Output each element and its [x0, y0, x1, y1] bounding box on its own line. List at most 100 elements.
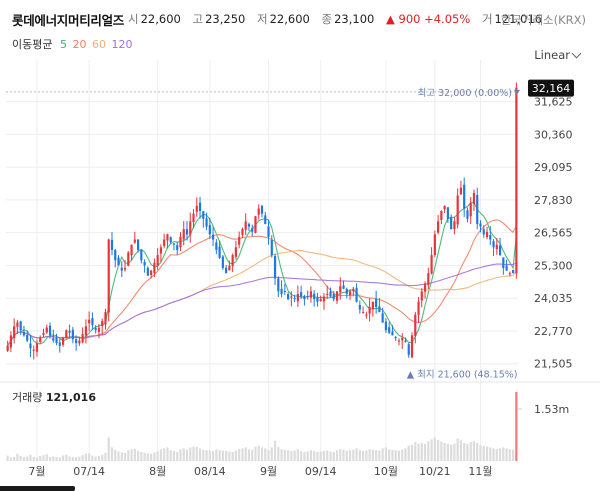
ma-legend-title: 이동평균	[12, 38, 53, 51]
candle-body	[29, 343, 32, 349]
candle-body	[394, 337, 397, 339]
candle-body	[198, 202, 202, 212]
open-value: 22,600	[140, 12, 181, 26]
high-value: 23,250	[205, 12, 246, 26]
close-label: 종	[321, 12, 333, 26]
candle-body	[508, 273, 511, 275]
candle-body	[319, 299, 322, 301]
volume-bar	[384, 447, 388, 461]
candle-body	[316, 297, 319, 302]
volume-bar	[267, 450, 270, 461]
volume-bar	[78, 456, 81, 461]
candle-body	[286, 294, 290, 300]
candle-body	[283, 291, 286, 293]
candle-body	[365, 314, 368, 316]
y-tick-label: 21,505	[534, 358, 573, 371]
volume-bar	[339, 449, 342, 461]
volume-bar	[234, 450, 238, 461]
volume-bar	[150, 453, 153, 461]
low-label: 저	[257, 12, 268, 26]
volume-bar	[241, 448, 244, 461]
candle-body	[345, 288, 348, 294]
candle-body	[456, 195, 459, 225]
candle-body	[463, 184, 466, 209]
candle-body	[172, 243, 176, 245]
scale-dropdown[interactable]: Linear	[534, 48, 582, 62]
quote-header: 롯데에너지머티리얼즈 시 22,600 고 23,250 저 22,600 종 23,1…	[0, 0, 600, 30]
volume-bar	[329, 451, 332, 461]
candle-body	[433, 234, 436, 256]
volume-bar	[238, 449, 241, 461]
volume-bar	[355, 448, 358, 461]
candle-body	[277, 278, 280, 292]
volume-bar	[450, 444, 453, 461]
volume-bar	[391, 449, 394, 461]
candle-body	[143, 262, 146, 266]
candle-body	[140, 249, 143, 261]
low-value: 22,600	[269, 12, 310, 26]
volume-bar	[433, 437, 436, 461]
volume-bar	[257, 445, 260, 461]
candle-body	[515, 87, 518, 274]
candle-body	[123, 268, 127, 270]
candle-body	[45, 327, 48, 333]
stock-name: 롯데에너지머티리얼즈	[12, 13, 125, 28]
candle-body	[368, 306, 371, 314]
candle-body	[326, 293, 329, 295]
candle-body	[264, 215, 267, 224]
candle-body	[52, 338, 55, 341]
volume-bar	[42, 455, 45, 461]
volume-bar	[319, 451, 322, 461]
candle-body	[110, 239, 114, 250]
ohlc-summary: 시 22,600 고 23,250 저 22,600 종 23,100 ▲ 900 +4…	[128, 11, 550, 27]
volume-bar	[420, 442, 423, 461]
volume-legend-value: 121,016	[45, 391, 96, 404]
volume-bar	[225, 451, 228, 461]
volume-bar	[221, 450, 224, 461]
candle-body	[68, 330, 71, 333]
candle-body	[495, 244, 498, 249]
ma-20-label: 20	[72, 38, 87, 51]
timeline-scrollbar[interactable]	[0, 486, 75, 491]
volume-bar	[251, 449, 254, 461]
volume-bar	[211, 451, 215, 461]
y-tick-label: 27,830	[534, 194, 573, 207]
volume-bar	[303, 451, 306, 461]
volume-bar	[394, 450, 397, 461]
candle-body	[75, 339, 78, 344]
candle-body	[420, 291, 423, 301]
max-marker-icon	[514, 89, 520, 95]
volume-bar	[123, 452, 127, 461]
candle-body	[192, 213, 195, 222]
volume-bar	[410, 444, 414, 461]
candle-body	[130, 244, 133, 256]
volume-bar	[120, 452, 123, 461]
candle-body	[234, 247, 238, 257]
volume-bar	[202, 449, 205, 461]
volume-bar	[290, 451, 293, 461]
candle-body	[244, 221, 247, 230]
candle-body	[163, 239, 166, 246]
candle-body	[361, 312, 365, 314]
volume-bar	[97, 456, 101, 461]
moving-average-legend[interactable]: 이동평균 5 20 60 120	[12, 36, 134, 52]
candle-body	[384, 321, 388, 331]
x-tick-label: 7월	[28, 465, 45, 478]
volume-bar	[130, 449, 133, 461]
volume-bar	[143, 452, 146, 461]
candle-body	[430, 255, 433, 274]
volume-bar	[29, 454, 32, 461]
candle-body	[401, 337, 404, 341]
volume-bar	[247, 449, 251, 461]
volume-bar	[9, 457, 12, 461]
volume-bar	[388, 449, 391, 461]
volume-legend-title: 거래량	[12, 391, 43, 404]
volume-bar	[136, 451, 140, 461]
candle-body	[117, 257, 120, 266]
volume-bar	[198, 448, 202, 461]
open-label: 시	[128, 12, 139, 26]
candle-body	[159, 247, 163, 254]
ma-60-label: 60	[91, 38, 106, 51]
volume-bar	[169, 450, 172, 461]
